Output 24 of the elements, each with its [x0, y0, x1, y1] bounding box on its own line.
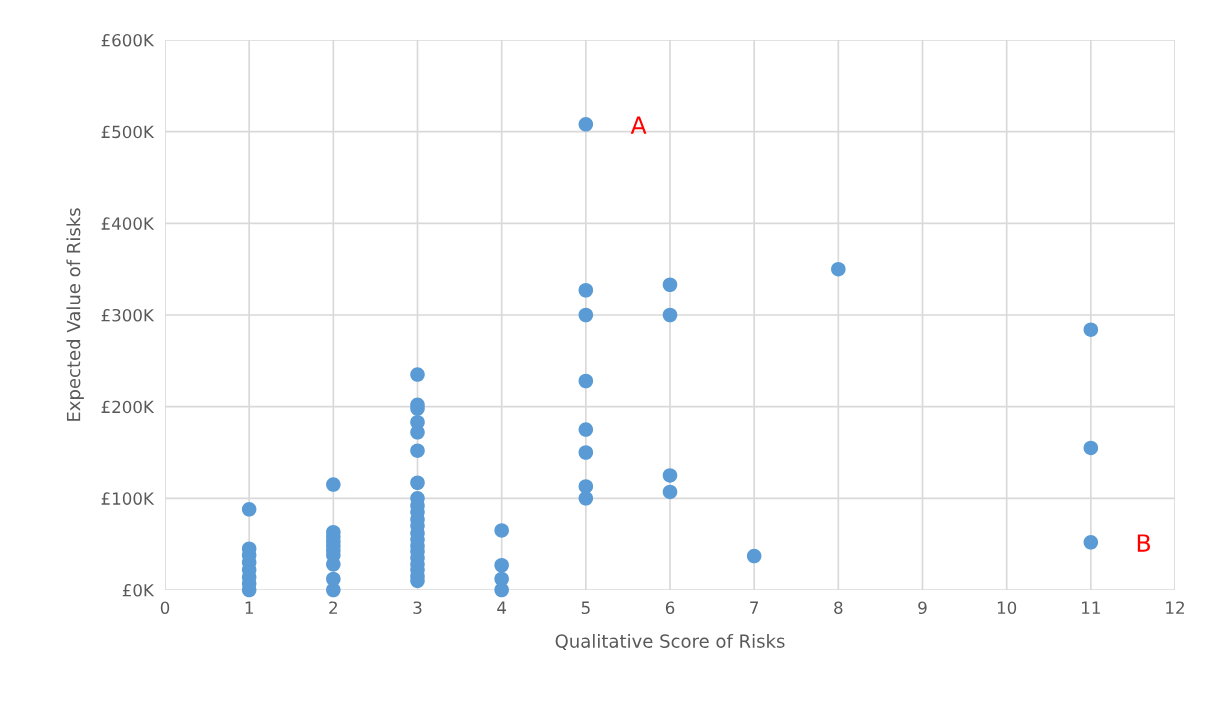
x-tick-label: 2: [329, 601, 337, 614]
x-tick-label: 0: [160, 601, 170, 615]
y-tick-label: £500K: [101, 125, 155, 139]
annotation: B: [1137, 534, 1151, 552]
x-tick-label: 11: [1082, 601, 1100, 614]
x-tick-label: 6: [665, 601, 675, 615]
y-axis-title: Expected Value of Risks: [66, 208, 84, 421]
x-tick-label: 4: [497, 601, 507, 614]
annotation: A: [630, 116, 647, 134]
y-tick-label: £0K: [122, 583, 155, 597]
y-tick-label: £200K: [101, 400, 155, 414]
x-tick-label: 3: [413, 601, 422, 615]
x-tick-label: 12: [1166, 601, 1184, 614]
y-tick-label: £100K: [101, 492, 155, 505]
x-tick-label: 9: [918, 601, 927, 615]
y-tick-label: £600K: [101, 33, 155, 47]
y-tick-label: £400K: [101, 217, 155, 230]
x-axis-title: Qualitative Score of Risks: [555, 633, 785, 650]
x-tick-label: 1: [245, 601, 253, 614]
x-tick-label: 7: [750, 601, 759, 614]
x-tick-label: 5: [581, 601, 590, 615]
x-tick-label: 10: [997, 601, 1017, 615]
x-tick-label: 8: [834, 601, 843, 615]
y-tick-label: £300K: [101, 308, 155, 322]
